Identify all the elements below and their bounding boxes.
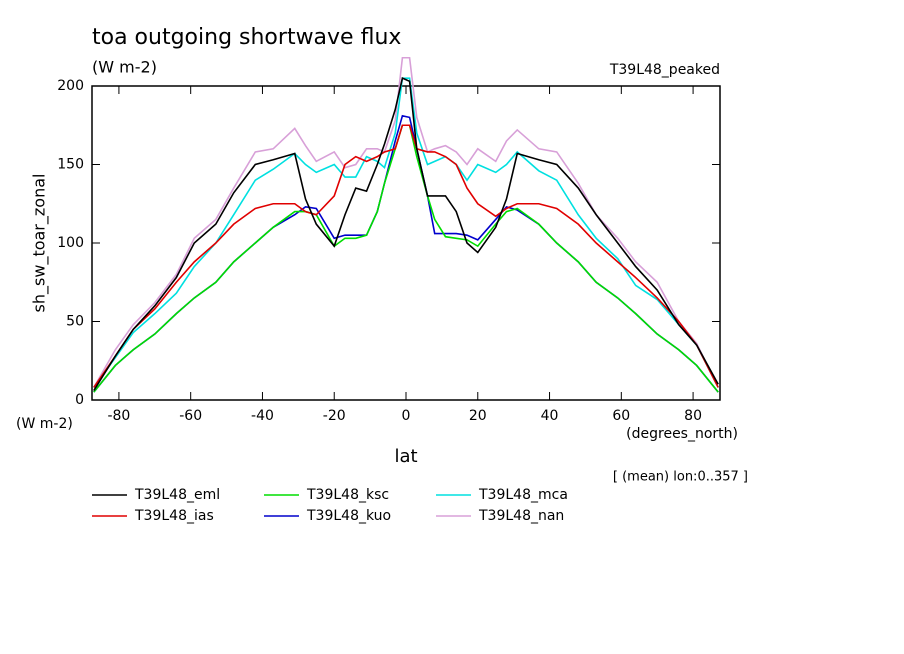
x-tick-label: 40 [541, 408, 559, 424]
legend-label: T39L48_kuo [306, 508, 391, 524]
legend-label: T39L48_mca [478, 487, 568, 503]
y-axis-label: sh_sw_toar_zonal [30, 174, 50, 313]
series-line [93, 56, 719, 388]
x-tick-label: 20 [469, 408, 487, 424]
x-tick-label: -60 [179, 408, 202, 424]
note: [ (mean) lon:0..357 ] [613, 470, 748, 485]
x-unit: (degrees_north) [626, 426, 738, 442]
y-tick-label: 200 [57, 78, 84, 94]
chart-title: toa outgoing shortwave flux [92, 25, 401, 50]
chart-subtitle: (W m-2) [92, 58, 157, 77]
x-tick-label: 80 [684, 408, 702, 424]
y-unit: (W m-2) [16, 416, 73, 432]
y-tick-label: 0 [75, 392, 84, 408]
y-tick-label: 150 [57, 157, 84, 173]
legend-label: T39L48_eml [134, 487, 220, 503]
y-tick-label: 100 [57, 235, 84, 251]
legend-label: T39L48_nan [478, 508, 564, 524]
series-line [93, 124, 719, 388]
x-tick-label: 0 [402, 408, 411, 424]
annotation: T39L48_peaked [609, 62, 720, 78]
y-tick-label: 50 [66, 314, 84, 330]
legend-label: T39L48_ksc [306, 487, 389, 503]
x-tick-label: 60 [612, 408, 630, 424]
series-line [93, 77, 719, 388]
x-tick-label: -20 [323, 408, 346, 424]
x-tick-label: -80 [107, 408, 130, 424]
x-tick-label: -40 [251, 408, 274, 424]
x-axis-label: lat [394, 446, 417, 467]
series-line [93, 77, 719, 392]
legend-label: T39L48_ias [134, 508, 214, 524]
